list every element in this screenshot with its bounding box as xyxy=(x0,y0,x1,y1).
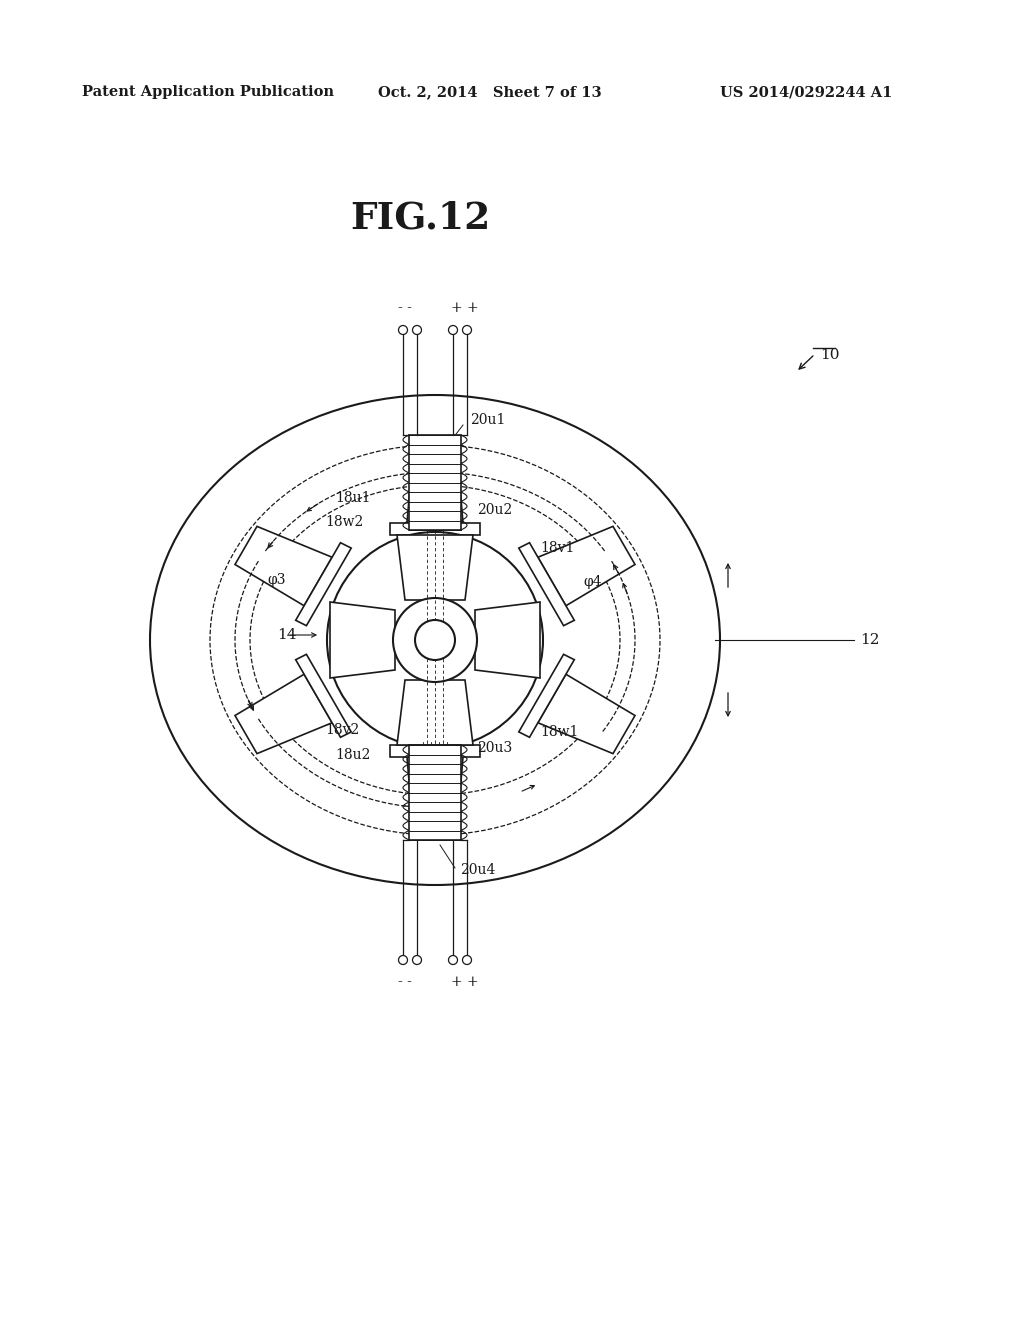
Circle shape xyxy=(398,326,408,334)
Circle shape xyxy=(449,956,458,965)
Circle shape xyxy=(413,956,422,965)
Text: Oct. 2, 2014   Sheet 7 of 13: Oct. 2, 2014 Sheet 7 of 13 xyxy=(378,84,602,99)
Polygon shape xyxy=(538,527,635,606)
Polygon shape xyxy=(519,655,574,738)
Text: 20u4: 20u4 xyxy=(460,863,496,876)
Circle shape xyxy=(413,326,422,334)
Polygon shape xyxy=(296,655,351,738)
Circle shape xyxy=(463,956,471,965)
Text: + +: + + xyxy=(452,975,479,989)
Polygon shape xyxy=(330,602,395,678)
Text: 20u3: 20u3 xyxy=(477,741,512,755)
Text: φ6: φ6 xyxy=(473,693,492,708)
Polygon shape xyxy=(234,675,332,754)
Text: FIG.12: FIG.12 xyxy=(350,199,490,236)
Polygon shape xyxy=(519,543,574,626)
Text: 18w2: 18w2 xyxy=(325,515,364,529)
Circle shape xyxy=(463,326,471,334)
Text: 14: 14 xyxy=(278,628,297,642)
Text: 18u2: 18u2 xyxy=(335,748,371,762)
Text: 12: 12 xyxy=(860,634,880,647)
Bar xyxy=(409,436,461,531)
Text: - -: - - xyxy=(398,975,412,989)
Polygon shape xyxy=(390,523,480,535)
Circle shape xyxy=(393,598,477,682)
Polygon shape xyxy=(475,602,540,678)
Text: φ2: φ2 xyxy=(477,624,496,639)
Text: + +: + + xyxy=(452,301,479,315)
Text: US 2014/0292244 A1: US 2014/0292244 A1 xyxy=(720,84,892,99)
Text: Patent Application Publication: Patent Application Publication xyxy=(82,84,334,99)
Polygon shape xyxy=(390,744,480,756)
Text: φ3: φ3 xyxy=(267,573,286,587)
Text: 18u1: 18u1 xyxy=(335,491,371,506)
Text: 16: 16 xyxy=(457,642,475,655)
Bar xyxy=(409,744,461,840)
Polygon shape xyxy=(397,535,473,601)
Circle shape xyxy=(327,532,543,748)
Polygon shape xyxy=(397,680,473,744)
Polygon shape xyxy=(296,543,351,626)
Text: φ5: φ5 xyxy=(387,693,406,708)
Circle shape xyxy=(398,956,408,965)
Text: 18v2: 18v2 xyxy=(325,723,359,737)
Text: 18w1: 18w1 xyxy=(540,725,579,739)
Text: 18v1: 18v1 xyxy=(540,541,574,554)
Polygon shape xyxy=(234,527,332,606)
Text: 10: 10 xyxy=(820,348,840,362)
Text: - -: - - xyxy=(398,301,412,315)
Circle shape xyxy=(449,326,458,334)
Polygon shape xyxy=(407,451,463,523)
Polygon shape xyxy=(538,675,635,754)
Circle shape xyxy=(415,620,455,660)
Text: φ4: φ4 xyxy=(583,576,602,589)
Text: 20u2: 20u2 xyxy=(477,503,512,517)
Polygon shape xyxy=(407,756,463,829)
Text: φ1: φ1 xyxy=(387,624,406,639)
Text: 20u1: 20u1 xyxy=(470,413,506,426)
